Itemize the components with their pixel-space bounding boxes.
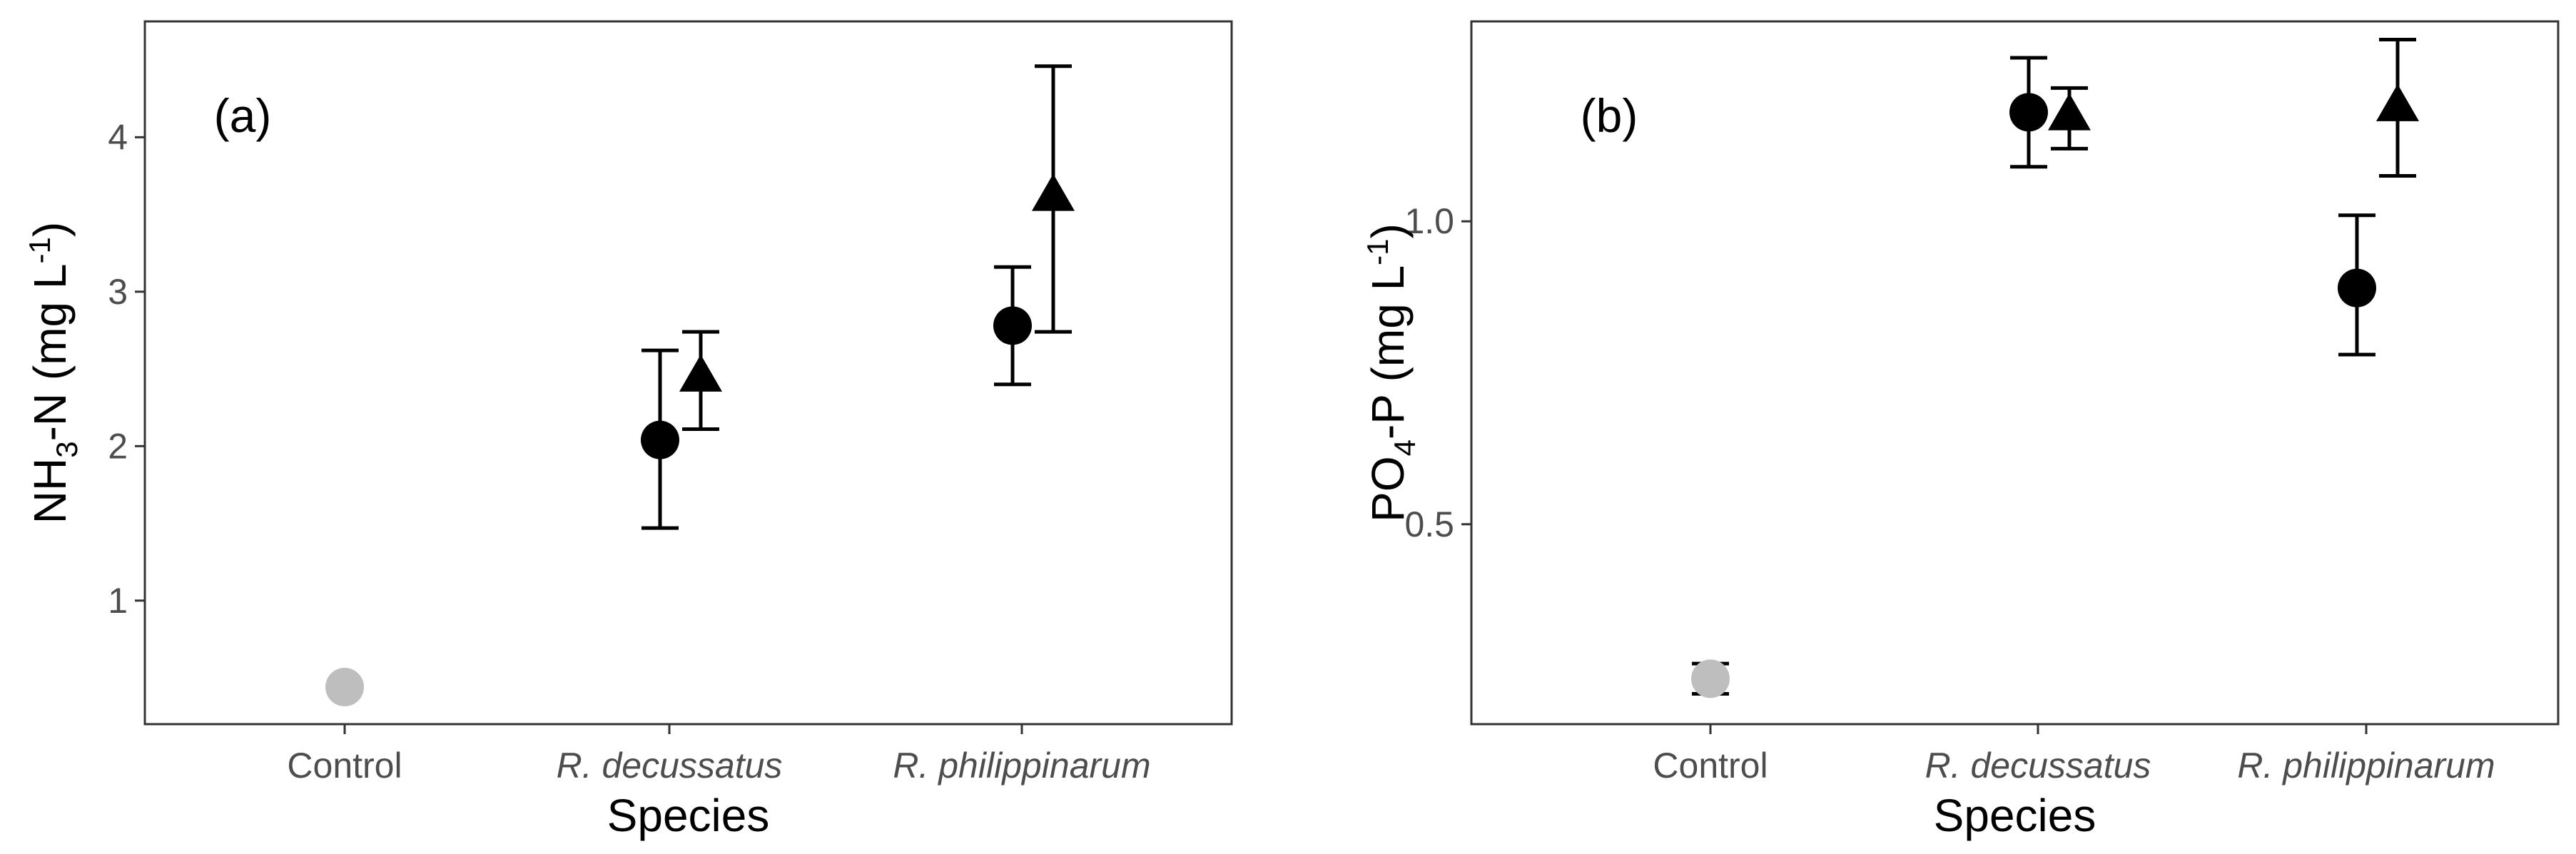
y-axis-title-sup: -1 <box>1361 238 1394 265</box>
y-tick-label: 4 <box>108 117 128 157</box>
y-tick-label: 1 <box>108 581 128 621</box>
triangle-point <box>2048 93 2091 131</box>
y-axis-title-main: PO <box>1362 456 1414 522</box>
circle-point <box>2338 268 2376 307</box>
plot-frame <box>143 20 1233 726</box>
y-tick-label: 0.5 <box>1404 504 1454 544</box>
x-tick-label: R. decussatus <box>1925 746 2151 786</box>
x-tick-label: Control <box>287 746 402 786</box>
y-axis-title: PO4-P (mg L-1) <box>1361 223 1421 522</box>
x-tick-label: R. decussatus <box>557 746 783 786</box>
y-tick-label: 3 <box>108 272 128 312</box>
y-axis-title-rest: -N (mg L <box>24 263 76 441</box>
panel-label: (a) <box>214 89 272 142</box>
x-tick-label: Control <box>1653 746 1768 786</box>
y-axis-title-rest: -P (mg L <box>1362 265 1414 439</box>
y-axis-title: NH3-N (mg L-1) <box>23 222 83 524</box>
triangle-point <box>679 354 722 392</box>
y-axis-title-sub: 4 <box>1388 439 1421 456</box>
circle-point <box>2009 93 2048 132</box>
x-axis-title: Species <box>1934 790 2096 841</box>
panel-label: (b) <box>1581 89 1638 142</box>
x-axis-title: Species <box>607 790 770 841</box>
triangle-point <box>1032 173 1075 211</box>
triangle-point <box>2376 83 2419 121</box>
circle-point <box>993 306 1032 345</box>
x-tick-label: R. philippinarum <box>893 746 1150 786</box>
circle-point <box>325 668 364 707</box>
panel-b: 0.5 1.0 Control R. decussatus R. philippinar… <box>1361 20 2560 841</box>
y-axis-title-main: NH <box>24 458 76 524</box>
y-tick-label: 1.0 <box>1404 201 1454 241</box>
y-axis-title-close: ) <box>1362 223 1414 238</box>
circle-point <box>641 420 679 459</box>
y-axis-title-sub: 3 <box>50 441 83 457</box>
plot-frame <box>1470 20 2560 726</box>
x-tick-label: R. philippinarum <box>2237 746 2495 786</box>
y-axis-title-close: ) <box>24 222 76 237</box>
y-axis-title-sup: -1 <box>23 237 56 263</box>
y-tick-label: 2 <box>108 426 128 466</box>
panel-a: 1 2 3 4 Control R. decussatus R. philippinarum… <box>23 20 1233 841</box>
circle-point <box>1691 659 1730 698</box>
